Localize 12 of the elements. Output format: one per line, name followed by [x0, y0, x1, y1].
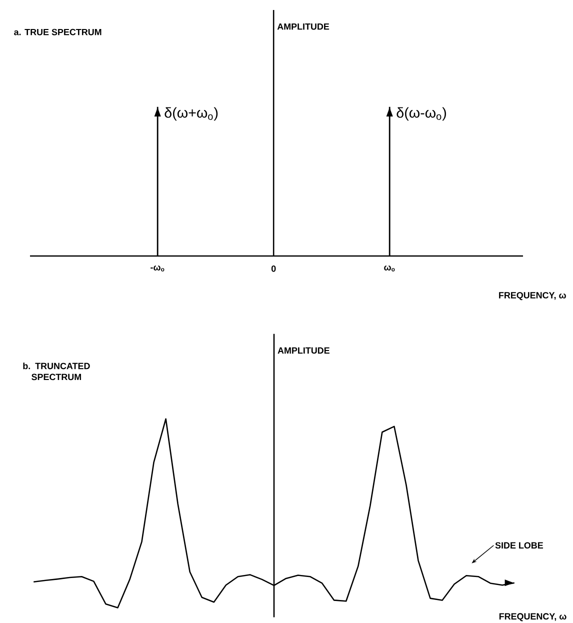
chart-title: a. TRUE SPECTRUM	[14, 28, 102, 36]
annotation: δ(ω-ω$_{o}$)	[396, 107, 446, 121]
x-axis-title: FREQUENCY, ω	[499, 613, 566, 622]
annotation: δ(ω+ω$_{o}$)	[164, 107, 218, 121]
x-tick-label: 0	[271, 266, 276, 272]
x-tick-label: ω$_{o}$	[384, 266, 395, 272]
y-axis-title: AMPLITUDE	[278, 347, 330, 354]
y-axis-title: AMPLITUDE	[277, 24, 330, 30]
x-tick-label: -ω$_{o}$	[150, 266, 164, 272]
annotation: SIDE LOBE	[495, 542, 544, 549]
chart-title: b. TRUNCATED SPECTRUM	[23, 362, 90, 380]
x-axis-title: FREQUENCY, ω	[499, 292, 566, 300]
